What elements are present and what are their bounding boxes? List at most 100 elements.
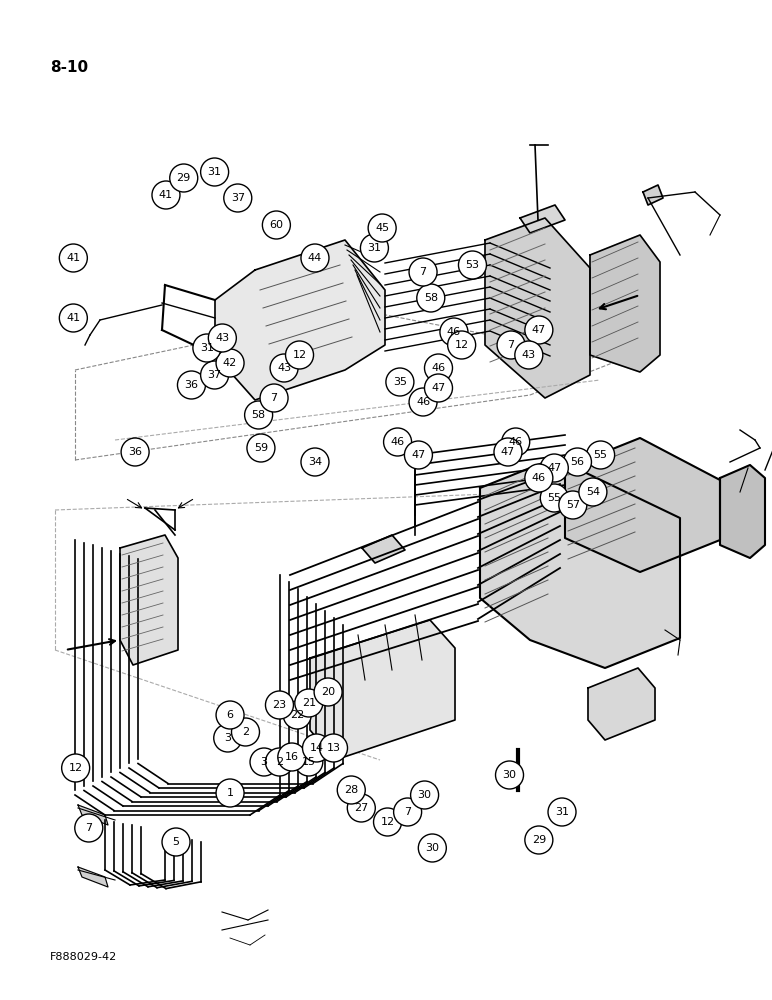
Circle shape (548, 798, 576, 826)
Text: 54: 54 (586, 487, 600, 497)
Circle shape (374, 808, 401, 836)
Circle shape (368, 214, 396, 242)
Text: 46: 46 (509, 437, 523, 447)
Circle shape (564, 448, 591, 476)
Text: 44: 44 (308, 253, 322, 263)
Circle shape (347, 794, 375, 822)
Polygon shape (720, 465, 765, 558)
Text: 60: 60 (269, 220, 283, 230)
Circle shape (75, 814, 103, 842)
Text: 41: 41 (66, 253, 80, 263)
Circle shape (250, 748, 278, 776)
Text: F888029-42: F888029-42 (50, 952, 117, 962)
Polygon shape (480, 458, 680, 668)
Text: 37: 37 (208, 370, 222, 380)
Text: 46: 46 (416, 397, 430, 407)
Circle shape (214, 724, 242, 752)
Text: 28: 28 (344, 785, 358, 795)
Polygon shape (215, 240, 385, 400)
Circle shape (170, 164, 198, 192)
Text: 47: 47 (501, 447, 515, 457)
Circle shape (361, 234, 388, 262)
Text: 58: 58 (424, 293, 438, 303)
Circle shape (216, 779, 244, 807)
Circle shape (409, 388, 437, 416)
Text: 37: 37 (231, 193, 245, 203)
Polygon shape (588, 668, 655, 740)
Circle shape (152, 181, 180, 209)
Text: 21: 21 (302, 698, 316, 708)
Circle shape (502, 428, 530, 456)
Circle shape (540, 454, 568, 482)
Circle shape (59, 244, 87, 272)
Circle shape (162, 828, 190, 856)
Text: 7: 7 (419, 267, 427, 277)
Text: 29: 29 (532, 835, 546, 845)
Text: 31: 31 (367, 243, 381, 253)
Circle shape (266, 748, 293, 776)
Polygon shape (78, 805, 108, 825)
Circle shape (201, 361, 229, 389)
Circle shape (320, 734, 347, 762)
Text: 43: 43 (215, 333, 229, 343)
Text: 27: 27 (354, 803, 368, 813)
Text: 43: 43 (277, 363, 291, 373)
Polygon shape (78, 867, 108, 887)
Text: 2: 2 (276, 757, 283, 767)
Circle shape (178, 371, 205, 399)
Text: 46: 46 (432, 363, 445, 373)
Circle shape (262, 211, 290, 239)
Text: 35: 35 (393, 377, 407, 387)
Circle shape (525, 464, 553, 492)
Text: 41: 41 (66, 313, 80, 323)
Text: 47: 47 (411, 450, 425, 460)
Circle shape (286, 341, 313, 369)
Polygon shape (565, 438, 720, 572)
Circle shape (301, 448, 329, 476)
Circle shape (270, 354, 298, 382)
Circle shape (425, 374, 452, 402)
Circle shape (411, 781, 438, 809)
Text: 12: 12 (455, 340, 469, 350)
Circle shape (384, 428, 411, 456)
Circle shape (224, 184, 252, 212)
Circle shape (278, 743, 306, 771)
Circle shape (314, 678, 342, 706)
Circle shape (337, 776, 365, 804)
Text: 45: 45 (375, 223, 389, 233)
Text: 30: 30 (503, 770, 516, 780)
Circle shape (448, 331, 476, 359)
Text: 29: 29 (177, 173, 191, 183)
Circle shape (303, 734, 330, 762)
Circle shape (295, 748, 323, 776)
Text: 3: 3 (224, 733, 232, 743)
Text: 7: 7 (270, 393, 278, 403)
Circle shape (260, 384, 288, 412)
Text: 31: 31 (200, 343, 214, 353)
Circle shape (295, 689, 323, 717)
Text: 55: 55 (594, 450, 608, 460)
Text: 6: 6 (226, 710, 234, 720)
Text: 34: 34 (308, 457, 322, 467)
Text: 3: 3 (260, 757, 268, 767)
Text: 46: 46 (447, 327, 461, 337)
Text: 55: 55 (547, 493, 561, 503)
Text: 23: 23 (273, 700, 286, 710)
Text: 43: 43 (522, 350, 536, 360)
Circle shape (394, 798, 422, 826)
Circle shape (62, 754, 90, 782)
Circle shape (247, 434, 275, 462)
Circle shape (494, 438, 522, 466)
Circle shape (386, 368, 414, 396)
Circle shape (417, 284, 445, 312)
Circle shape (525, 316, 553, 344)
Text: 12: 12 (69, 763, 83, 773)
Text: 36: 36 (128, 447, 142, 457)
Text: 31: 31 (208, 167, 222, 177)
Text: 31: 31 (555, 807, 569, 817)
Circle shape (579, 478, 607, 506)
Circle shape (301, 244, 329, 272)
Text: 30: 30 (425, 843, 439, 853)
Text: 57: 57 (566, 500, 580, 510)
Text: 59: 59 (254, 443, 268, 453)
